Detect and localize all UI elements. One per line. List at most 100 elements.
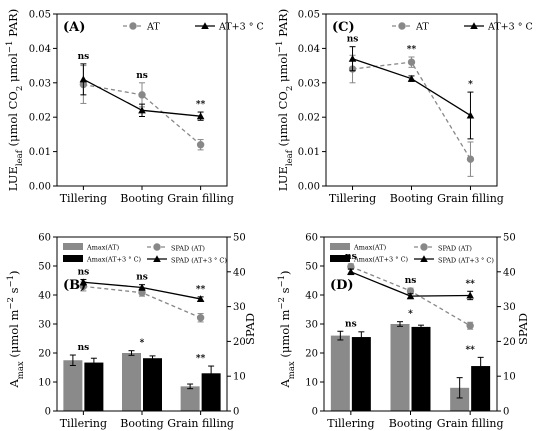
line-series-spad-warm bbox=[347, 268, 474, 301]
legend-item-bar-0: Amax(AT) bbox=[63, 243, 120, 252]
data-point bbox=[466, 111, 475, 119]
bar bbox=[143, 358, 162, 411]
significance-label: * bbox=[468, 80, 473, 90]
y-tick-label: 20 bbox=[38, 349, 51, 360]
legend: Amax(AT) Amax(AT+3 ° C) SPAD (AT) SPAD (AT+… bbox=[330, 243, 494, 265]
y-tick-label: 0.00 bbox=[298, 182, 320, 193]
data-point bbox=[466, 322, 474, 330]
legend-swatch bbox=[63, 255, 83, 262]
legend-label: Amax(AT+3 ° C) bbox=[353, 256, 409, 264]
bar bbox=[63, 360, 83, 411]
error-bar bbox=[456, 377, 463, 399]
bar-series-amax-warm bbox=[84, 355, 221, 411]
significance-label: ns bbox=[347, 35, 359, 45]
x-tick-label: Tillering bbox=[327, 417, 374, 430]
y-tick-label: 30 bbox=[305, 320, 318, 331]
legend-marker bbox=[420, 243, 428, 251]
error-bar bbox=[418, 324, 424, 330]
panel-label: (C) bbox=[332, 20, 355, 35]
y-tick-label: 0.01 bbox=[298, 147, 320, 158]
y-tick-label: 50 bbox=[38, 262, 51, 273]
bar-significance-label: ns bbox=[78, 343, 90, 353]
significance-label: ** bbox=[407, 45, 417, 55]
y-tick-label: 30 bbox=[38, 320, 51, 331]
bar-series-amax-at bbox=[330, 321, 470, 411]
bar-significance-label: * bbox=[408, 310, 413, 320]
y-right-axis-label: SPAD bbox=[243, 313, 257, 345]
x-tick-label: Grain filling bbox=[437, 192, 504, 205]
chart-panel-c: 0.00 0.01 0.02 0.03 0.04 0.05 Tillering Booting… bbox=[275, 9, 533, 205]
x-tick-label: Booting bbox=[120, 192, 163, 205]
error-bar bbox=[208, 365, 215, 382]
error-bar bbox=[90, 357, 97, 368]
y-right-tick-label: 30 bbox=[503, 302, 516, 313]
data-point bbox=[407, 58, 416, 66]
y-axis-label: Amax (μmol m−2 s−1) bbox=[277, 270, 297, 388]
y-right-tick-label: 0 bbox=[233, 407, 239, 418]
line-significance-label: ns bbox=[345, 252, 357, 262]
legend-swatch bbox=[63, 243, 83, 250]
line-significance-label: ** bbox=[465, 279, 475, 289]
chart-panel-b: 0 10 20 30 40 50 60 0 10 20 30 40 50 Tillering Booting… bbox=[6, 233, 257, 431]
bar bbox=[330, 335, 350, 411]
y-tick-label: 0.03 bbox=[29, 78, 51, 89]
bar-series-amax-at bbox=[63, 350, 200, 411]
x-tick-label: Grain filling bbox=[167, 192, 234, 205]
significance-label: ns bbox=[78, 52, 90, 62]
series-at-3-c bbox=[348, 46, 475, 140]
x-tick-label: Booting bbox=[389, 417, 432, 430]
bar-series-amax-warm bbox=[351, 324, 491, 411]
legend-label: Amax(AT) bbox=[353, 244, 387, 252]
data-point bbox=[196, 141, 205, 149]
legend-item-spad-warm: SPAD (AT+3 ° C) bbox=[147, 255, 227, 265]
legend-marker bbox=[153, 255, 161, 263]
y-right-tick-label: 50 bbox=[233, 233, 246, 244]
error-bar bbox=[477, 356, 484, 376]
y-right-tick-label: 20 bbox=[233, 337, 246, 348]
y-right-tick-label: 50 bbox=[503, 233, 516, 244]
data-point bbox=[196, 112, 205, 120]
bar-significance-label: ** bbox=[196, 354, 206, 364]
line-significance-label: ** bbox=[196, 285, 206, 295]
y-right-axis-label: SPAD bbox=[516, 313, 530, 345]
y-tick-label: 0.01 bbox=[29, 147, 51, 158]
y-tick-label: 0.03 bbox=[298, 78, 320, 89]
y-tick-label: 0.05 bbox=[298, 10, 320, 21]
legend-label: SPAD (AT) bbox=[171, 245, 205, 253]
line-series-spad-at bbox=[79, 281, 205, 323]
y-tick-label: 60 bbox=[305, 233, 318, 244]
plot-frame bbox=[56, 236, 228, 412]
y-tick-label: 0 bbox=[45, 407, 51, 418]
panel-label: (A) bbox=[63, 20, 85, 35]
y-axis-label: Amax (μmol m−2 s−1) bbox=[6, 270, 26, 388]
series-at-3-c bbox=[79, 63, 205, 121]
legend-marker bbox=[129, 22, 137, 30]
legend-label: AT+3 ° C bbox=[487, 22, 533, 33]
x-tick-label: Tillering bbox=[60, 417, 107, 430]
y-tick-label: 60 bbox=[38, 233, 51, 244]
x-tick-label: Tillering bbox=[329, 192, 376, 205]
y-tick-label: 0.04 bbox=[29, 44, 51, 55]
y-tick-label: 0.00 bbox=[29, 182, 51, 193]
plot-frame bbox=[323, 236, 498, 412]
error-bar bbox=[149, 355, 156, 362]
y-tick-label: 10 bbox=[38, 378, 51, 389]
chart-panel-d: 0 10 20 30 40 50 60 0 10 20 30 40 50 Tillering Booting… bbox=[277, 233, 530, 431]
panel-label: (D) bbox=[330, 278, 354, 293]
line-significance-label: ns bbox=[78, 267, 90, 277]
bar bbox=[122, 353, 141, 411]
legend-item-bar-1: Amax(AT+3 ° C) bbox=[330, 255, 409, 264]
y-tick-label: 0.05 bbox=[29, 10, 51, 21]
bar-significance-label: ns bbox=[345, 319, 357, 329]
bar bbox=[411, 326, 431, 411]
data-point bbox=[138, 91, 146, 99]
legend-item-spad-at: SPAD (AT) bbox=[147, 243, 205, 253]
significance-label: ** bbox=[196, 100, 206, 110]
x-tick-label: Grain filling bbox=[437, 417, 504, 430]
data-point bbox=[466, 291, 474, 299]
y-axis-label: LUEleaf (μmol CO2 μmol−1 PAR) bbox=[275, 9, 295, 191]
bar bbox=[351, 337, 371, 411]
legend-label: Amax(AT+3 ° C) bbox=[86, 256, 142, 264]
y-tick-label: 10 bbox=[305, 378, 318, 389]
y-tick-label: 50 bbox=[305, 262, 318, 273]
